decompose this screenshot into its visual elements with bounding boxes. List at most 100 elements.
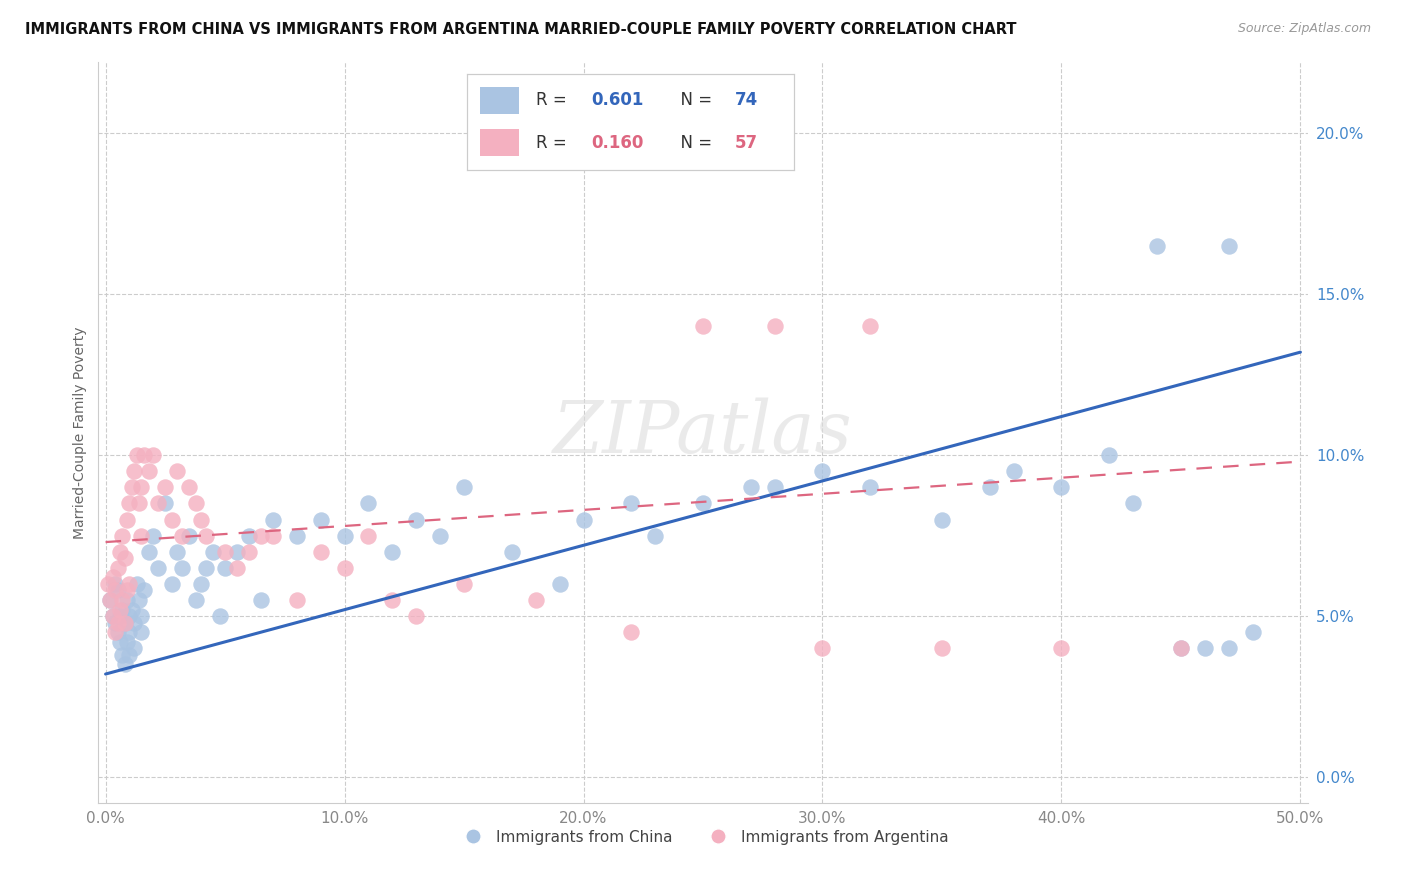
Point: [1170, 641, 1192, 656]
Point: [214, 561, 236, 575]
Point: [209, 609, 232, 624]
Point: [166, 464, 188, 478]
Point: [357, 528, 380, 542]
Point: [405, 609, 427, 624]
Point: [763, 480, 786, 494]
Point: [429, 528, 451, 542]
Point: [111, 593, 134, 607]
Point: [131, 625, 153, 640]
Point: [285, 593, 308, 607]
Point: [128, 593, 150, 607]
Point: [357, 496, 380, 510]
Point: [98, 593, 121, 607]
Point: [132, 583, 155, 598]
Point: [238, 545, 260, 559]
Point: [405, 512, 427, 526]
Point: [740, 480, 762, 494]
Point: [155, 480, 177, 494]
Point: [1002, 464, 1025, 478]
Point: [114, 551, 136, 566]
Point: [111, 648, 134, 662]
Point: [1170, 641, 1192, 656]
Point: [115, 635, 138, 649]
Point: [132, 448, 155, 462]
Point: [118, 648, 141, 662]
Point: [115, 593, 138, 607]
Point: [1194, 641, 1216, 656]
Point: [190, 577, 212, 591]
Point: [122, 641, 145, 656]
Point: [170, 528, 193, 542]
Point: [131, 528, 153, 542]
Point: [118, 577, 141, 591]
Point: [931, 641, 953, 656]
Point: [644, 528, 666, 542]
Point: [115, 512, 138, 526]
Point: [620, 625, 643, 640]
Point: [107, 583, 129, 598]
Point: [108, 602, 131, 616]
Point: [620, 496, 643, 510]
Point: [811, 464, 834, 478]
Point: [1050, 480, 1073, 494]
Point: [333, 561, 356, 575]
Text: IMMIGRANTS FROM CHINA VS IMMIGRANTS FROM ARGENTINA MARRIED-COUPLE FAMILY POVERTY: IMMIGRANTS FROM CHINA VS IMMIGRANTS FROM…: [25, 22, 1017, 37]
Y-axis label: Married-Couple Family Poverty: Married-Couple Family Poverty: [73, 326, 87, 539]
Point: [104, 577, 127, 591]
Point: [931, 512, 953, 526]
Point: [104, 615, 127, 630]
Point: [309, 545, 332, 559]
Point: [131, 480, 153, 494]
Point: [194, 561, 217, 575]
Point: [692, 319, 714, 334]
Point: [214, 545, 236, 559]
Point: [142, 528, 165, 542]
Point: [501, 545, 523, 559]
Point: [128, 496, 150, 510]
Point: [108, 609, 131, 624]
Point: [146, 496, 169, 510]
Point: [114, 615, 136, 630]
Point: [453, 577, 475, 591]
Point: [811, 641, 834, 656]
Point: [186, 496, 208, 510]
Point: [146, 561, 169, 575]
Point: [453, 480, 475, 494]
Point: [572, 512, 595, 526]
Point: [859, 319, 882, 334]
Point: [190, 512, 212, 526]
Point: [108, 635, 131, 649]
Point: [121, 480, 143, 494]
Point: [114, 615, 136, 630]
Point: [155, 496, 177, 510]
Point: [101, 570, 124, 584]
Point: [121, 602, 143, 616]
Point: [238, 528, 260, 542]
Point: [179, 480, 201, 494]
Point: [250, 528, 273, 542]
Point: [114, 657, 136, 672]
Point: [107, 561, 129, 575]
Point: [1218, 641, 1240, 656]
Point: [202, 545, 225, 559]
Point: [166, 545, 188, 559]
Point: [262, 528, 284, 542]
Point: [118, 496, 141, 510]
Point: [226, 561, 249, 575]
Point: [125, 577, 148, 591]
Point: [108, 545, 131, 559]
Point: [138, 545, 160, 559]
Point: [138, 464, 160, 478]
Point: [186, 593, 208, 607]
Point: [1122, 496, 1144, 510]
Point: [122, 464, 145, 478]
Point: [262, 512, 284, 526]
Point: [250, 593, 273, 607]
Point: [1146, 239, 1168, 253]
Point: [104, 583, 127, 598]
Point: [115, 583, 138, 598]
Point: [104, 625, 127, 640]
Point: [107, 615, 129, 630]
Point: [162, 577, 184, 591]
Point: [309, 512, 332, 526]
